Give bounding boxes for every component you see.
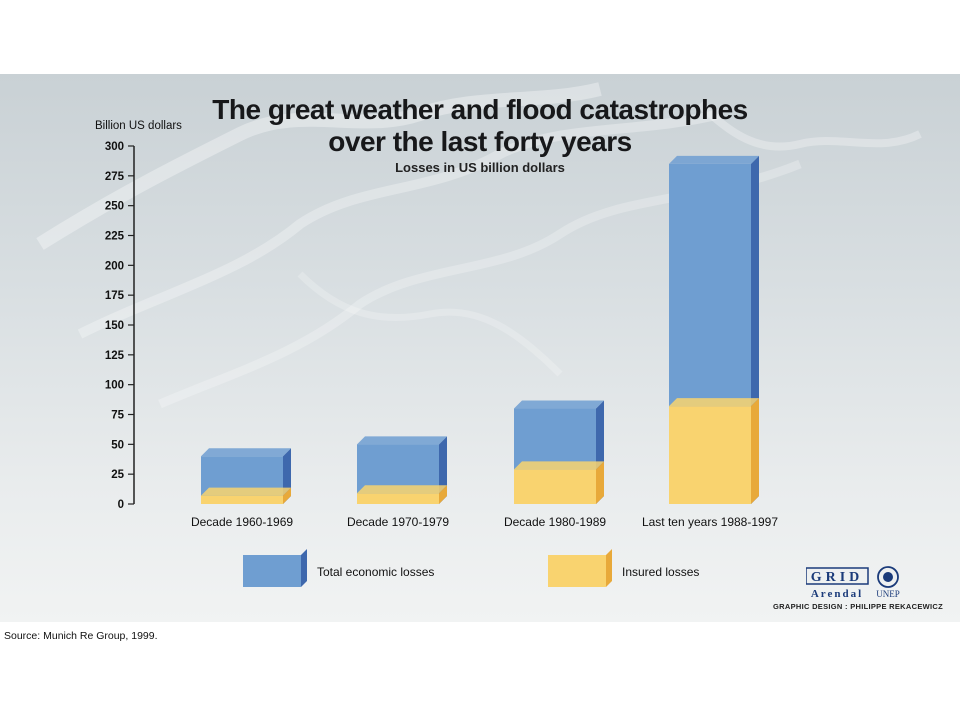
background-cloud-texture [36,82,922,409]
x-tick-label: Decade 1970-1979 [347,515,449,529]
y-tick-label: 50 [111,439,124,451]
bar-insured-losses-front [201,495,283,504]
bar-insured-losses-side [596,461,604,504]
legend-swatch [548,555,606,587]
y-tick-label: 75 [111,410,124,422]
legend-label: Insured losses [622,565,699,579]
y-tick-label: 200 [105,260,124,272]
logo-arendal-text: Arendal [811,588,863,600]
y-tick-label: 175 [105,290,125,302]
design-credit: GRAPHIC DESIGN : PHILIPPE REKACEWICZ [773,602,943,611]
bar-insured-losses-top [357,485,447,494]
legend-swatch-side [606,549,612,587]
x-axis-labels: Decade 1960-1969 Decade 1970-1979 Decade 1… [191,515,778,529]
x-tick-label: Decade 1980-1989 [504,515,606,529]
legend: Total economic losses Insured losses [243,549,699,587]
bar-insured-losses-front [514,469,596,504]
y-tick-label: 225 [105,231,125,243]
bar-insured-losses-top [201,487,291,496]
x-tick-label: Last ten years 1988-1997 [642,515,778,529]
y-tick-label: 100 [105,380,124,392]
bar-total-economic-losses-top [514,400,604,409]
y-tick-label: 300 [105,141,124,153]
bars-group [201,155,759,504]
chart-subtitle: Losses in US billion dollars [395,160,565,175]
y-axis-ticks: 0 25 50 75 100 125 150 175 200 225 250 275 300 [105,141,134,511]
bar-insured-losses [669,398,759,504]
chart-title-line-2: over the last forty years [328,126,632,157]
bar-insured-losses-front [357,493,439,504]
bar-total-economic-losses-top [201,448,291,457]
chart-figure: The great weather and flood catastrophes… [0,74,960,622]
x-tick-label: Decade 1960-1969 [191,515,293,529]
bar-insured-losses [514,461,604,504]
bar-total-economic-losses-top [669,155,759,164]
y-tick-label: 0 [118,499,124,511]
bar-insured-losses-top [669,398,759,407]
y-tick-label: 25 [111,469,124,481]
chart-title-line-1: The great weather and flood catastrophes [212,94,748,125]
grid-arendal-logo: GRID Arendal UNEP [805,566,946,607]
y-tick-label: 125 [105,350,125,362]
legend-label: Total economic losses [317,565,434,579]
source-note: Source: Munich Re Group, 1999. [4,630,158,642]
bar-insured-losses-side [283,487,291,504]
chart-plot: Billion US dollars 0 25 50 75 100 125 150 175 20… [95,120,778,587]
bar-total-economic-losses-top [357,436,447,445]
legend-insured-losses: Insured losses [548,549,699,587]
bar-insured-losses [357,485,447,504]
y-tick-label: 250 [105,201,124,213]
legend-swatch [243,555,301,587]
grid-logo-mark: GRID Arendal [805,567,869,600]
y-axis-title: Billion US dollars [95,120,182,132]
y-tick-label: 150 [105,320,124,332]
bar-insured-losses-top [514,461,604,470]
logo-grid-text: GRID [811,570,864,585]
bar-insured-losses-side [439,485,447,504]
y-tick-label: 275 [105,171,125,183]
legend-swatch-side [301,549,307,587]
bar-insured-losses-front [669,406,751,504]
logo-unep-text: UNEP [876,589,900,599]
unep-logo-mark: UNEP [876,566,900,599]
legend-total-economic-losses: Total economic losses [243,549,434,587]
bar-insured-losses [201,487,291,504]
bar-insured-losses-side [751,398,759,504]
